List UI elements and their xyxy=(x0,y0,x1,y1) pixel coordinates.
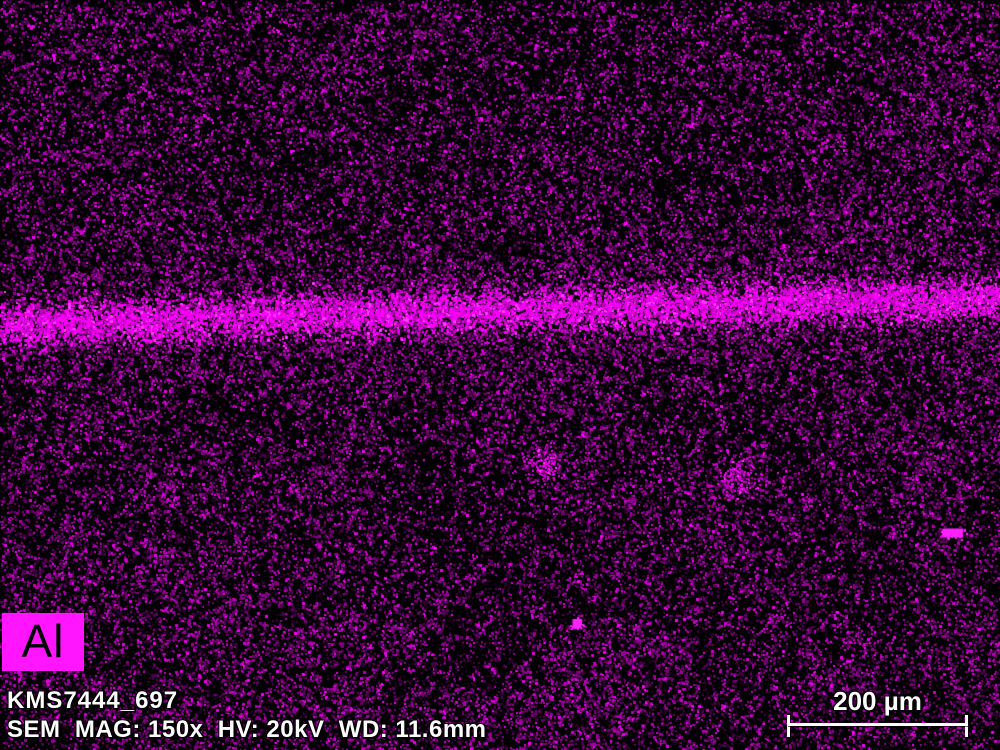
sem-parameters-label: SEM MAG: 150x HV: 20kV WD: 11.6mm xyxy=(7,716,487,743)
scale-bar: 200 µm xyxy=(787,686,968,738)
element-label-box: Al xyxy=(2,613,84,671)
sample-id-label: KMS7444_697 xyxy=(7,687,179,714)
scale-bar-label: 200 µm xyxy=(833,686,922,716)
scale-bar-line xyxy=(787,723,968,726)
scale-bar-tick-right xyxy=(965,715,968,737)
element-label: Al xyxy=(21,615,65,667)
scale-bar-tick-left xyxy=(787,715,790,737)
